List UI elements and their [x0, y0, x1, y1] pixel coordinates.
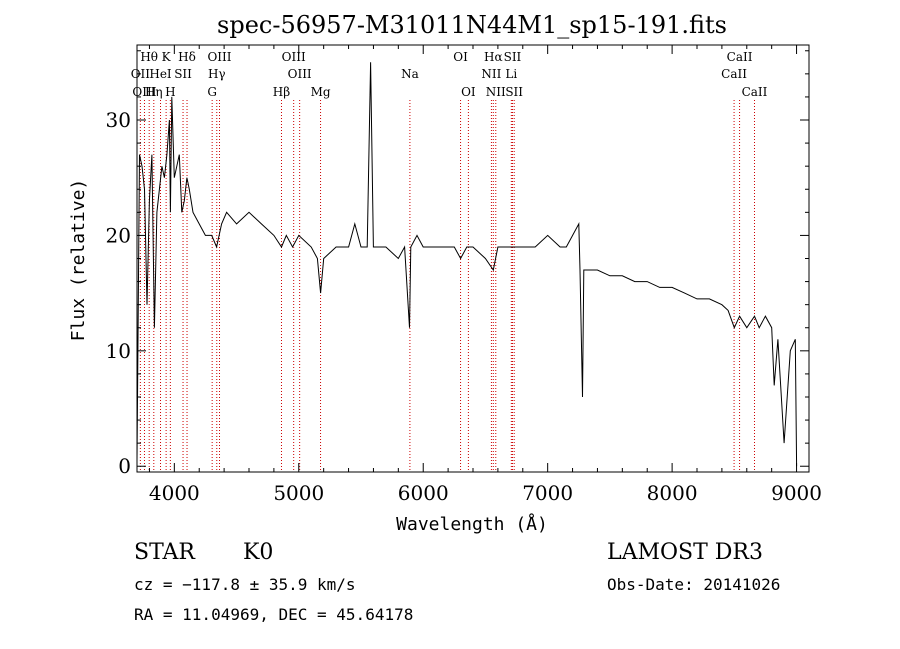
line-markers [139, 100, 755, 472]
x-tick-label: 9000 [771, 481, 822, 505]
line-label: CaII [721, 67, 747, 81]
line-label: CaII [742, 85, 768, 99]
object-subclass: K0 [243, 540, 273, 565]
line-label: NII [486, 85, 506, 99]
y-tick-label: 20 [106, 223, 131, 247]
line-label: G [207, 85, 217, 99]
line-label: Hβ [273, 85, 290, 99]
obs-date-text: Obs-Date: 20141026 [607, 575, 780, 594]
x-tick-label: 6000 [398, 481, 449, 505]
line-label: Mg [311, 85, 331, 99]
line-label: K [162, 50, 172, 64]
line-label: Li [505, 67, 517, 81]
x-axis-label: Wavelength (Å) [396, 513, 548, 535]
line-label: SII [505, 85, 523, 99]
line-label: OIII [282, 50, 306, 64]
y-ticks: 0 10 20 30 [106, 50, 809, 478]
y-tick-label: 10 [106, 339, 131, 363]
line-label: OIII [207, 50, 231, 64]
line-label: SII [504, 50, 522, 64]
x-tick-label: 8000 [647, 481, 698, 505]
line-label: HeI [149, 67, 172, 81]
line-label: OIII [288, 67, 312, 81]
line-label: NII [481, 67, 501, 81]
x-tick-label: 4000 [149, 481, 200, 505]
line-label: OI [453, 50, 468, 64]
x-ticks: 4000 5000 6000 7000 8000 9000 [149, 45, 822, 505]
line-label: OI [461, 85, 476, 99]
y-tick-label: 30 [106, 108, 131, 132]
line-label: Hα [484, 50, 503, 64]
object-class: STAR [134, 540, 196, 565]
line-label: CaII [727, 50, 753, 64]
line-label: Hη [145, 85, 163, 99]
y-axis-label: Flux (relative) [68, 179, 89, 342]
line-label: Hθ [140, 50, 158, 64]
line-label: H [165, 85, 175, 99]
line-label: SII [174, 67, 192, 81]
chart-title: spec-56957-M31011N44M1_sp15-191.fits [217, 11, 727, 39]
x-tick-label: 7000 [522, 481, 573, 505]
line-label: Hγ [208, 67, 226, 81]
line-label: OIII [132, 85, 156, 99]
survey-name: LAMOST DR3 [607, 540, 763, 565]
line-label: Na [401, 67, 419, 81]
redshift-text: cz = −117.8 ± 35.9 km/s [134, 575, 356, 594]
x-tick-label: 5000 [273, 481, 324, 505]
spectrum-line [136, 62, 798, 467]
line-label: Hδ [178, 50, 196, 64]
plot-frame [136, 44, 810, 473]
radec-text: RA = 11.04969, DEC = 45.64178 [134, 605, 413, 624]
y-tick-label: 0 [118, 454, 131, 478]
